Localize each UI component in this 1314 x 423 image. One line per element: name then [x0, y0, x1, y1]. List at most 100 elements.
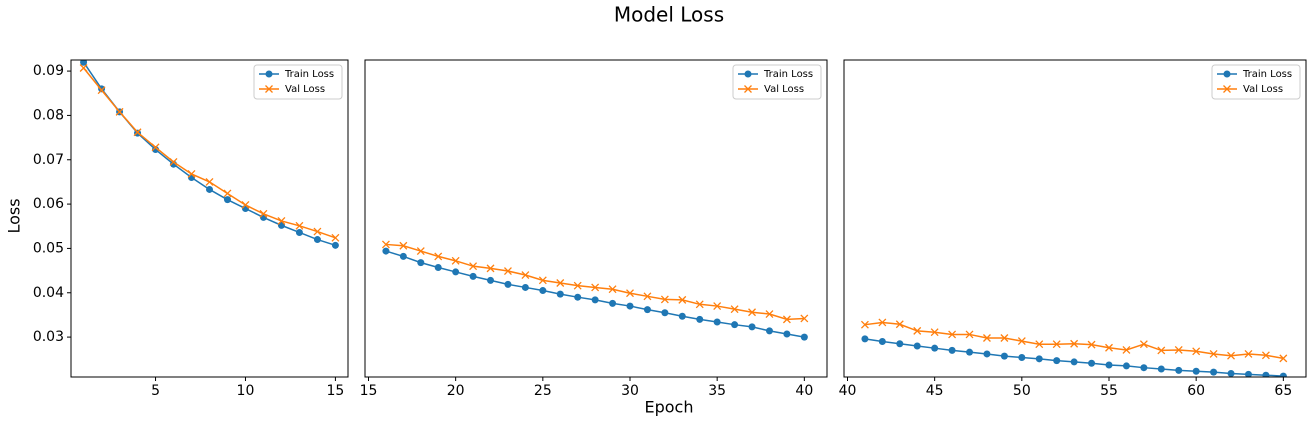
- legend-label: Val Loss: [764, 84, 804, 95]
- x-axis-label: Epoch: [645, 398, 694, 417]
- y-tick-label: 0.06: [33, 196, 64, 212]
- marker: [295, 228, 303, 236]
- series-line: [864, 321, 1284, 360]
- marker: [608, 285, 617, 294]
- x-tick-label: 35: [708, 383, 726, 399]
- marker: [1052, 340, 1061, 349]
- legend-label: Val Loss: [285, 84, 325, 95]
- marker: [1262, 371, 1270, 377]
- figure-title: Model Loss: [614, 3, 724, 27]
- x-tick-label: 30: [621, 383, 639, 399]
- marker: [748, 323, 756, 331]
- marker: [895, 320, 904, 329]
- marker: [573, 281, 582, 290]
- marker: [556, 279, 565, 287]
- plot-area: [79, 60, 340, 249]
- marker: [713, 318, 721, 326]
- marker: [765, 310, 774, 319]
- marker: [1035, 340, 1044, 349]
- y-tick-label: 0.03: [33, 329, 64, 345]
- marker: [1018, 353, 1026, 361]
- marker: [609, 299, 617, 307]
- marker: [79, 64, 88, 72]
- marker: [556, 290, 564, 298]
- marker: [660, 295, 669, 304]
- marker: [731, 321, 739, 329]
- marker: [487, 276, 495, 284]
- marker: [1070, 358, 1078, 366]
- plot-area: [381, 240, 809, 341]
- marker: [1000, 334, 1009, 342]
- marker: [730, 305, 739, 314]
- series-line: [385, 243, 805, 321]
- x-tick-label: 15: [360, 383, 378, 399]
- marker: [748, 308, 756, 317]
- marker: [782, 315, 791, 324]
- marker: [713, 302, 722, 311]
- marker: [948, 346, 956, 354]
- marker: [1157, 365, 1165, 373]
- marker: [206, 185, 213, 193]
- x-tick-label: 50: [1013, 383, 1031, 399]
- marker: [1192, 367, 1200, 375]
- marker: [913, 326, 922, 335]
- marker: [591, 283, 600, 292]
- marker: [399, 241, 408, 250]
- marker: [1209, 349, 1218, 358]
- axes-frame: [364, 59, 828, 378]
- marker: [521, 271, 530, 279]
- legend-label: Val Loss: [1243, 84, 1283, 95]
- marker: [1105, 361, 1113, 369]
- legend-marker: [1223, 70, 1231, 78]
- marker: [1157, 346, 1166, 355]
- marker: [1140, 364, 1148, 372]
- legend-marker: [265, 70, 273, 78]
- marker: [1017, 337, 1026, 346]
- marker: [591, 296, 599, 304]
- marker: [983, 350, 991, 358]
- marker: [1122, 362, 1130, 370]
- marker: [277, 221, 285, 229]
- marker: [896, 340, 904, 348]
- marker: [878, 318, 887, 327]
- series-line: [385, 250, 805, 338]
- marker: [1175, 366, 1183, 374]
- marker: [800, 314, 809, 323]
- x-tick-label: 60: [1187, 383, 1205, 399]
- marker: [151, 143, 160, 152]
- marker: [930, 328, 939, 337]
- marker: [1244, 349, 1253, 358]
- marker: [1070, 339, 1079, 348]
- x-tick-label: 45: [926, 383, 944, 399]
- marker: [913, 342, 921, 350]
- marker: [331, 233, 340, 242]
- marker: [695, 300, 704, 309]
- marker: [1227, 369, 1235, 377]
- marker: [469, 262, 478, 271]
- legend-label: Train Loss: [1242, 69, 1292, 80]
- marker: [223, 196, 231, 204]
- marker: [982, 334, 991, 342]
- marker: [1192, 347, 1201, 356]
- legend-marker: [265, 85, 273, 93]
- marker: [1053, 357, 1061, 365]
- marker: [878, 338, 886, 346]
- marker: [538, 276, 547, 285]
- marker: [277, 216, 286, 225]
- y-tick-label: 0.07: [33, 152, 64, 168]
- marker: [1000, 352, 1008, 360]
- marker: [1210, 368, 1218, 376]
- marker: [765, 327, 773, 335]
- marker: [205, 177, 214, 186]
- marker: [643, 292, 652, 301]
- marker: [643, 306, 651, 314]
- marker: [661, 309, 669, 317]
- marker: [169, 158, 178, 166]
- marker: [861, 335, 869, 343]
- marker: [966, 348, 974, 356]
- marker: [678, 295, 687, 304]
- y-tick-label: 0.04: [33, 285, 64, 301]
- marker: [223, 189, 232, 198]
- marker: [860, 320, 869, 329]
